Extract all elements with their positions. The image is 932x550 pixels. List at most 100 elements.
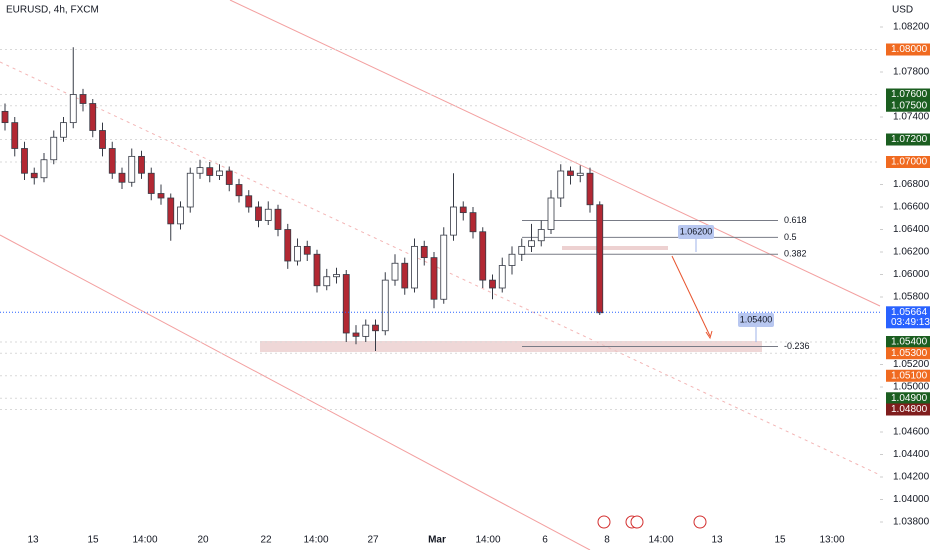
candle-body [89,103,97,131]
candle-body [567,170,574,176]
candle-body [60,122,67,138]
candle-body [186,172,194,208]
price-tag [886,392,930,405]
price-tag [886,369,930,382]
price-tag-label: 1.07600 [891,89,928,100]
candle-body [352,332,360,337]
x-tick-label: 14:00 [132,535,157,546]
candle-body [381,279,389,332]
demand-zone [260,341,762,352]
candle-body [469,212,477,233]
candle-body [79,94,87,104]
candle-body [586,172,594,206]
candle-body [430,257,438,300]
y-tick-label: 1.07400 [893,112,930,123]
x-tick-label: Mar [428,535,446,546]
x-tick-label: 20 [197,535,209,546]
target-box [678,225,714,239]
price-tag-label: 1.07000 [891,157,928,168]
y-tick-label: 1.06600 [893,202,930,213]
channel-lower [0,234,591,550]
candle-body [342,274,350,334]
fib-label: -0.236 [784,341,810,351]
candle-body [518,245,526,255]
price-tag-label: 1.08000 [891,44,928,55]
target-label: 1.05400 [740,314,773,324]
y-tick-label: 1.06400 [893,224,930,235]
candle-body [255,206,262,221]
symbol-title: EURUSD, 4h, FXCM [6,5,99,16]
candle-body [323,276,331,287]
price-tag [886,336,930,348]
candle-body [489,279,496,289]
event-icon [630,515,644,529]
candle-body [557,170,565,199]
axis-unit: USD [892,5,913,16]
y-tick-label: 1.06000 [893,269,930,280]
x-tick-label: 14:00 [648,535,673,546]
y-tick-label: 1.04200 [893,472,930,483]
candle-body [147,172,155,194]
candle-body [206,167,214,176]
price-tag [886,156,930,168]
y-tick-label: 1.05800 [893,292,930,303]
y-tick-label: 1.06800 [893,179,930,190]
candle-body [138,155,145,174]
candle-body [30,172,38,179]
target-box [738,313,774,327]
x-tick-label: 27 [367,535,379,546]
x-tick-label: 14:00 [475,535,500,546]
price-tag [886,403,930,416]
price-tag [886,88,930,101]
candle-body [108,148,116,174]
x-tick-label: 14:00 [303,535,328,546]
projection-arrow [671,255,711,337]
y-tick-label: 1.05000 [893,382,930,393]
y-tick-label: 1.04400 [893,449,930,460]
candle-body [216,170,223,176]
candle-body [547,197,555,230]
candle-body [508,253,516,266]
candle-body [264,208,272,221]
current-price-tag [886,306,930,329]
candle-body [99,130,106,149]
candle-body [372,324,379,332]
candle-body [450,206,457,236]
fib-label: 0.5 [784,232,797,242]
candle-body [177,206,184,225]
x-tick-label: 6 [542,535,548,546]
candle-body [294,245,301,262]
price-tag-label: 1.05400 [891,337,928,348]
candle-body [69,94,77,124]
candle-body [274,208,282,230]
candle-body [440,234,448,300]
candle-body [411,245,418,289]
x-tick-label: 15 [774,535,786,546]
fib-label: 0.618 [784,215,807,225]
x-tick-label: 13 [27,535,39,546]
candle-body [40,159,48,179]
candle-body [21,148,28,174]
y-tick-label: 1.07800 [893,67,930,78]
y-tick-label: 1.05200 [893,359,930,370]
price-tag [886,43,930,56]
candle-body [167,197,175,225]
event-icons [597,515,707,529]
x-tick-label: 15 [87,535,99,546]
price-tag-label: 1.05300 [891,348,928,359]
target-label: 1.06200 [680,226,713,236]
y-tick-label: 1.03800 [893,517,930,528]
candle-body [235,184,243,197]
candle-body [225,170,233,185]
price-tag [886,133,930,146]
candle-body [528,240,535,247]
candle-body [537,229,545,242]
candle-body [245,195,253,208]
price-tag-label: 1.05100 [891,370,928,381]
channel-mid [0,61,881,476]
arrow-head [705,330,713,340]
candle-body [50,136,58,161]
countdown: 03:49:13 [891,317,930,328]
candle-body [576,172,584,176]
candle-body [128,155,136,183]
